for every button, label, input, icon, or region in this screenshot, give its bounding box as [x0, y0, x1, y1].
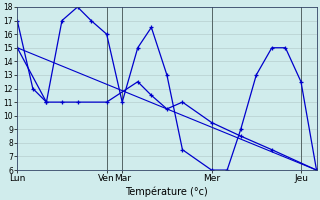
X-axis label: Température (°c): Température (°c) [125, 186, 208, 197]
